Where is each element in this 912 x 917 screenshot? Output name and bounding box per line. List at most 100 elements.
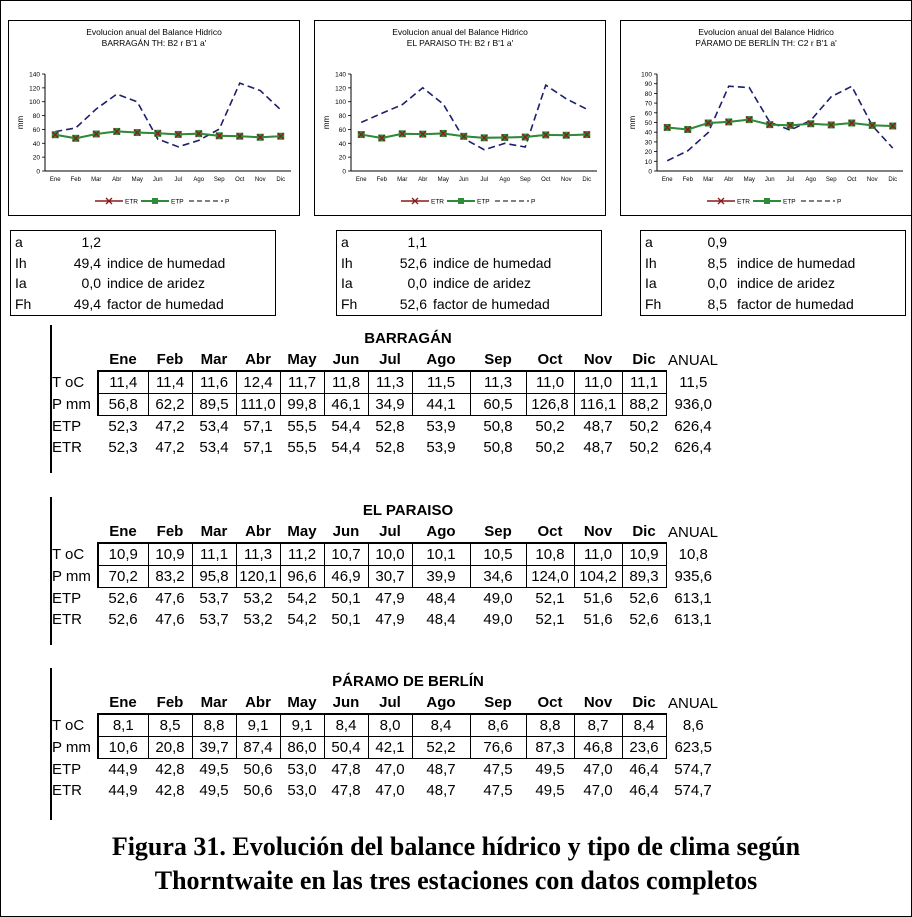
value-cell: 104,2 xyxy=(574,565,623,588)
value-cell: 47,8 xyxy=(331,761,361,778)
y-tick-label: 60 xyxy=(339,127,347,134)
legend-p-label: P xyxy=(225,199,229,206)
row-label: ETR xyxy=(52,782,82,799)
y-tick-label: 20 xyxy=(645,149,653,156)
index-value: 0,0 xyxy=(81,275,101,291)
value-cell: 124,0 xyxy=(526,565,575,588)
series-line-p xyxy=(360,83,588,151)
month-header: May xyxy=(280,692,324,715)
legend-etr-marker xyxy=(411,197,419,205)
value-cell: 46,8 xyxy=(574,736,623,759)
etr-point xyxy=(542,131,550,139)
value-cell: 53,9 xyxy=(426,418,456,435)
etr-point xyxy=(766,121,774,129)
month-header: Abr xyxy=(236,521,280,544)
value-cell: 47,0 xyxy=(375,761,405,778)
value-cell: 42,8 xyxy=(155,761,185,778)
value-cell: 46,1 xyxy=(324,393,369,416)
index-row: Ih 8,5 indice de humedad xyxy=(641,254,905,272)
y-tick-label: 80 xyxy=(339,113,347,120)
chart-paramo: Evolucion anual del Balance Hidrico PÁRAM… xyxy=(620,20,912,216)
index-symbol: a xyxy=(15,234,23,250)
x-tick-label: Jun xyxy=(153,177,163,183)
month-header: Ene xyxy=(98,521,148,544)
value-cell: 8,7 xyxy=(574,714,623,737)
value-cell: 116,1 xyxy=(574,393,623,416)
x-tick-label: Mar xyxy=(397,177,407,183)
month-header: Jul xyxy=(368,349,412,372)
table-el-paraiso: EL PARAISO Ene Feb Mar Abr May Jun Jul Ago Sep Oct… xyxy=(50,500,720,630)
annual-cell: 574,7 xyxy=(674,760,712,778)
table-row: ETP 52,3 47,2 53,4 57,1 55,5 54,4 52,8 53,9 50,8 5… xyxy=(50,416,720,438)
month-header: Sep xyxy=(470,349,526,372)
chart-title: Evolucion anual del Balance Hidrico xyxy=(392,27,528,37)
value-cell: 11,7 xyxy=(280,371,325,394)
value-cell: 23,6 xyxy=(622,736,667,759)
month-header: Feb xyxy=(148,521,192,544)
index-symbol: a xyxy=(341,234,349,250)
value-cell: 8,8 xyxy=(192,714,237,737)
value-cell: 11,3 xyxy=(236,543,281,566)
index-value: 0,9 xyxy=(707,234,727,250)
annual-cell: 623,5 xyxy=(674,739,713,756)
value-cell: 50,8 xyxy=(483,439,513,456)
value-cell: 30,7 xyxy=(368,565,413,588)
value-cell: 54,2 xyxy=(287,611,317,628)
value-cell: 57,1 xyxy=(243,418,273,435)
month-header: Nov xyxy=(574,349,622,372)
value-cell: 53,4 xyxy=(199,439,229,456)
index-symbol: Ia xyxy=(645,275,657,291)
value-cell: 56,8 xyxy=(98,393,149,416)
value-cell: 52,2 xyxy=(412,736,471,759)
x-tick-label: Sep xyxy=(214,177,225,183)
value-cell: 46,9 xyxy=(324,565,369,588)
chart-title: Evolucion anual del Balance Hidrico xyxy=(698,27,834,37)
month-header: Oct xyxy=(526,692,574,715)
value-cell: 87,3 xyxy=(526,736,575,759)
index-description: indice de aridez xyxy=(107,275,206,291)
month-header: Jul xyxy=(368,692,412,715)
value-cell: 50,6 xyxy=(243,761,273,778)
value-cell: 57,1 xyxy=(243,439,273,456)
value-cell: 47,5 xyxy=(483,782,513,799)
value-cell: 95,8 xyxy=(192,565,237,588)
value-cell: 51,6 xyxy=(583,590,613,607)
month-header: Ago xyxy=(412,349,470,372)
index-description: indice de humedad xyxy=(737,254,856,271)
month-header: Jun xyxy=(324,349,368,372)
legend-etp-label: ETP xyxy=(171,199,184,206)
legend-etr-label: ETR xyxy=(125,199,138,206)
value-cell: 53,2 xyxy=(243,611,273,628)
value-cell: 99,8 xyxy=(280,393,325,416)
month-header: May xyxy=(280,349,324,372)
month-header: Oct xyxy=(526,521,574,544)
value-cell: 10,7 xyxy=(324,543,369,566)
x-tick-label: Abr xyxy=(418,177,427,183)
annual-header: ANUAL xyxy=(667,694,719,712)
y-tick-label: 20 xyxy=(339,155,347,162)
x-tick-label: Ene xyxy=(356,177,367,183)
value-cell: 52,6 xyxy=(108,590,138,607)
value-cell: 8,4 xyxy=(622,714,667,737)
chart-el-paraiso: Evolucion anual del Balance Hidrico EL PA… xyxy=(314,20,606,216)
row-label: P mm xyxy=(50,393,99,416)
value-cell: 50,4 xyxy=(324,736,369,759)
index-value: 1,2 xyxy=(81,234,101,250)
etr-point xyxy=(154,129,162,137)
value-cell: 12,4 xyxy=(236,371,281,394)
y-axis-label: mm xyxy=(322,116,331,130)
y-tick-label: 120 xyxy=(335,85,346,92)
value-cell: 10,8 xyxy=(526,543,575,566)
value-cell: 11,0 xyxy=(574,371,623,394)
series-line-p xyxy=(55,82,282,148)
index-row: a 1,2 xyxy=(11,233,275,251)
index-value: 8,5 xyxy=(707,254,727,271)
x-tick-label: Jul xyxy=(786,177,794,183)
value-cell: 11,5 xyxy=(412,371,471,394)
index-value: 52,6 xyxy=(399,254,427,271)
annual-header: ANUAL xyxy=(667,523,719,541)
row-label: T oC xyxy=(50,371,99,394)
value-cell: 96,6 xyxy=(280,565,325,588)
legend-etp-marker xyxy=(152,198,158,204)
month-header: Dic xyxy=(622,521,666,544)
